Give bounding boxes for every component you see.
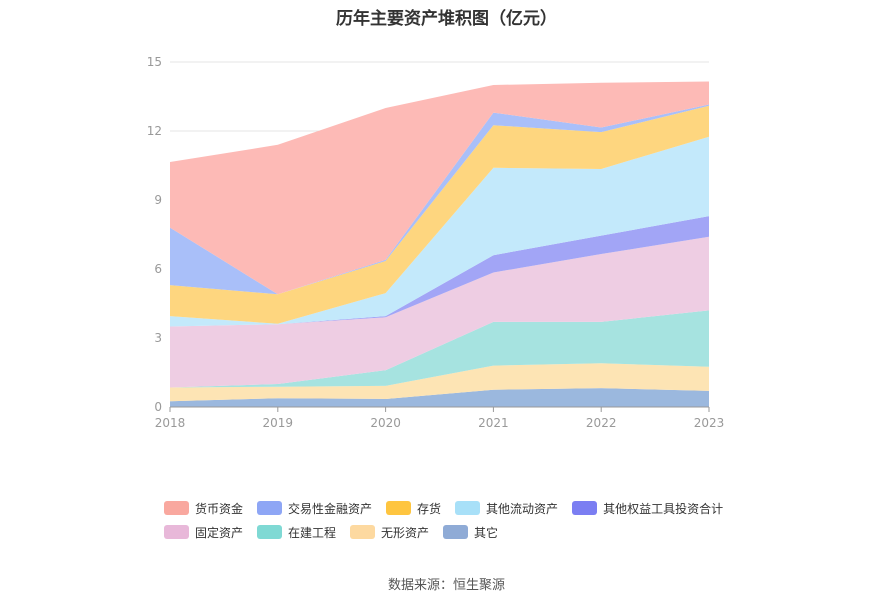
legend-swatch bbox=[572, 501, 598, 515]
area-在建工程 bbox=[170, 310, 709, 388]
area-存货 bbox=[170, 105, 709, 324]
axes: 0 3 6 9 12 15 2018 2019 2020 2021 2022 2023 bbox=[147, 55, 725, 430]
legend-label: 货币资金 bbox=[195, 501, 244, 516]
legend-swatch bbox=[443, 525, 469, 539]
y-tick-label: 15 bbox=[147, 55, 162, 69]
legend-label: 其它 bbox=[474, 525, 499, 540]
area-series bbox=[170, 81, 709, 407]
legend-swatch bbox=[386, 501, 412, 515]
legend-item[interactable]: 其它 bbox=[443, 524, 498, 541]
area-无形资产 bbox=[170, 363, 709, 402]
area-其他权益工具投资合计 bbox=[170, 216, 709, 327]
y-tick-label: 0 bbox=[154, 400, 162, 414]
legend-label: 存货 bbox=[417, 501, 442, 516]
legend-label: 无形资产 bbox=[381, 525, 430, 540]
area-固定资产 bbox=[170, 236, 709, 388]
chart-title: 历年主要资产堆积图（亿元） bbox=[336, 9, 557, 29]
area-货币资金 bbox=[170, 81, 709, 295]
legend-item[interactable]: 在建工程 bbox=[257, 524, 336, 541]
legend-swatch bbox=[164, 525, 189, 539]
x-tick-label: 2019 bbox=[263, 416, 294, 430]
legend-item[interactable]: 其他流动资产 bbox=[455, 500, 558, 517]
legend-item[interactable]: 其他权益工具投资合计 bbox=[572, 500, 723, 517]
x-tick-label: 2020 bbox=[370, 416, 401, 430]
x-tick-label: 2023 bbox=[694, 416, 725, 430]
y-tick-label: 6 bbox=[154, 262, 162, 276]
legend-label: 其他流动资产 bbox=[486, 501, 559, 516]
legend: 货币资金 交易性金融资产 存货 其他流动资产 其他权益工具投资合计 固定资产 在建工程 无形… bbox=[164, 496, 784, 544]
legend-item[interactable]: 存货 bbox=[386, 500, 441, 517]
legend-swatch bbox=[257, 501, 283, 515]
legend-label: 其他权益工具投资合计 bbox=[603, 501, 724, 516]
area-其他流动资产 bbox=[170, 136, 709, 327]
legend-item[interactable]: 固定资产 bbox=[164, 524, 243, 541]
y-tick-label: 3 bbox=[154, 331, 162, 345]
legend-label: 固定资产 bbox=[195, 525, 244, 540]
area-其它 bbox=[170, 388, 709, 407]
legend-item[interactable]: 无形资产 bbox=[350, 524, 429, 541]
legend-swatch bbox=[164, 501, 189, 515]
legend-item[interactable]: 交易性金融资产 bbox=[257, 500, 372, 517]
area-交易性金融资产 bbox=[170, 104, 709, 295]
legend-swatch bbox=[257, 525, 283, 539]
legend-swatch bbox=[350, 525, 376, 539]
x-tick-label: 2022 bbox=[586, 416, 617, 430]
legend-label: 在建工程 bbox=[288, 525, 337, 540]
y-tick-label: 12 bbox=[147, 124, 162, 138]
legend-label: 交易性金融资产 bbox=[288, 501, 373, 516]
legend-row: 固定资产 在建工程 无形资产 其它 bbox=[164, 520, 784, 544]
data-source: 数据来源：恒生聚源 bbox=[387, 578, 505, 593]
y-tick-label: 9 bbox=[154, 193, 162, 207]
x-tick-label: 2021 bbox=[478, 416, 509, 430]
x-tick-label: 2018 bbox=[155, 416, 186, 430]
legend-swatch bbox=[455, 501, 481, 515]
legend-item[interactable]: 货币资金 bbox=[164, 500, 243, 517]
legend-row: 货币资金 交易性金融资产 存货 其他流动资产 其他权益工具投资合计 bbox=[164, 496, 784, 520]
